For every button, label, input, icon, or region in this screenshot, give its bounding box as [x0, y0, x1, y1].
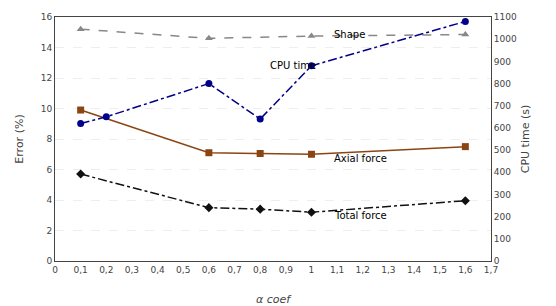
svg-text:1100: 1100: [494, 12, 517, 22]
svg-text:1,3: 1,3: [381, 265, 395, 275]
svg-text:12: 12: [41, 73, 52, 83]
svg-text:0,2: 0,2: [99, 265, 113, 275]
svg-text:16: 16: [41, 12, 53, 22]
svg-text:6: 6: [46, 165, 52, 175]
svg-text:0,1: 0,1: [73, 265, 87, 275]
svg-text:0,3: 0,3: [125, 265, 139, 275]
svg-text:0: 0: [52, 265, 58, 275]
svg-text:900: 900: [494, 57, 511, 67]
svg-text:2: 2: [46, 226, 52, 236]
svg-text:10: 10: [41, 104, 53, 114]
svg-text:300: 300: [494, 190, 511, 200]
svg-text:CPU time: CPU time: [270, 60, 316, 71]
svg-text:400: 400: [494, 167, 511, 177]
svg-text:500: 500: [494, 145, 511, 155]
svg-text:Total force: Total force: [334, 210, 387, 221]
svg-text:200: 200: [494, 212, 511, 222]
svg-text:100: 100: [494, 234, 511, 244]
svg-text:1,5: 1,5: [433, 265, 447, 275]
svg-text:0,9: 0,9: [279, 265, 294, 275]
svg-text:0,8: 0,8: [253, 265, 268, 275]
svg-text:CPU time (s): CPU time (s): [519, 105, 532, 174]
svg-text:Shape: Shape: [334, 29, 365, 40]
svg-text:1,1: 1,1: [330, 265, 344, 275]
svg-text:0: 0: [46, 256, 52, 266]
svg-text:700: 700: [494, 101, 511, 111]
svg-text:14: 14: [41, 43, 53, 53]
svg-text:1,6: 1,6: [458, 265, 473, 275]
svg-text:1000: 1000: [494, 34, 517, 44]
svg-text:0,6: 0,6: [202, 265, 217, 275]
svg-text:0: 0: [494, 256, 500, 266]
svg-text:0,5: 0,5: [176, 265, 190, 275]
svg-text:Error (%): Error (%): [13, 114, 26, 163]
svg-text:1: 1: [309, 265, 315, 275]
svg-text:0,4: 0,4: [150, 265, 165, 275]
svg-text:1,2: 1,2: [356, 265, 370, 275]
svg-text:8: 8: [46, 134, 52, 144]
svg-text:4: 4: [46, 195, 52, 205]
svg-text:α coef: α coef: [256, 293, 292, 306]
svg-text:600: 600: [494, 123, 511, 133]
svg-text:800: 800: [494, 79, 511, 89]
svg-text:1,7: 1,7: [484, 265, 498, 275]
svg-text:1,4: 1,4: [407, 265, 422, 275]
svg-text:0,7: 0,7: [227, 265, 241, 275]
svg-text:Axial force: Axial force: [334, 153, 387, 164]
